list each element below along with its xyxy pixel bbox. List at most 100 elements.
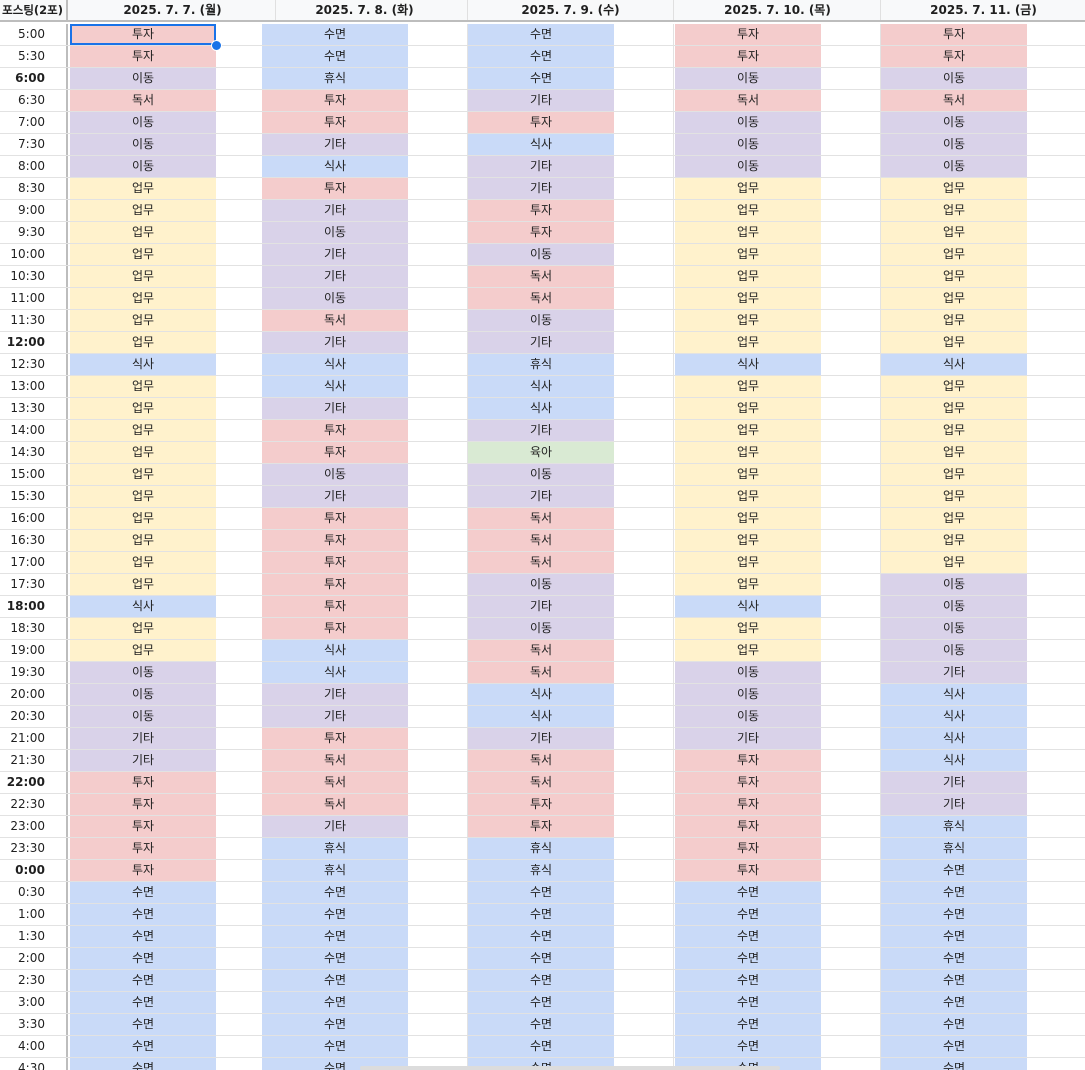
empty-cell[interactable] (821, 354, 881, 375)
empty-cell[interactable] (821, 706, 881, 727)
empty-cell[interactable] (1027, 1058, 1085, 1070)
activity-cell[interactable]: 식사 (468, 134, 614, 155)
activity-cell[interactable]: 식사 (262, 376, 408, 397)
empty-cell[interactable] (408, 1036, 468, 1057)
empty-cell[interactable] (821, 530, 881, 551)
empty-cell[interactable] (1027, 882, 1085, 903)
activity-cell[interactable]: 업무 (70, 266, 216, 287)
empty-cell[interactable] (408, 310, 468, 331)
activity-cell[interactable]: 이동 (675, 68, 821, 89)
activity-cell[interactable]: 독서 (468, 266, 614, 287)
empty-cell[interactable] (614, 442, 674, 463)
empty-cell[interactable] (408, 948, 468, 969)
activity-cell[interactable]: 투자 (675, 794, 821, 815)
empty-cell[interactable] (408, 816, 468, 837)
activity-cell[interactable]: 수면 (262, 926, 408, 947)
empty-cell[interactable] (614, 68, 674, 89)
day-header-2[interactable]: 2025. 7. 9. (수) (468, 0, 674, 20)
activity-cell[interactable]: 이동 (881, 618, 1027, 639)
empty-cell[interactable] (408, 178, 468, 199)
empty-cell[interactable] (1027, 376, 1085, 397)
empty-cell[interactable] (614, 508, 674, 529)
activity-cell[interactable]: 독서 (262, 772, 408, 793)
activity-cell[interactable]: 업무 (70, 398, 216, 419)
empty-cell[interactable] (1027, 838, 1085, 859)
time-slot-label[interactable]: 9:30 (0, 222, 68, 243)
activity-cell[interactable]: 이동 (675, 112, 821, 133)
empty-cell[interactable] (408, 1058, 468, 1070)
activity-cell[interactable]: 식사 (468, 376, 614, 397)
activity-cell[interactable]: 수면 (70, 882, 216, 903)
empty-cell[interactable] (1027, 1036, 1085, 1057)
time-slot-label[interactable]: 17:00 (0, 552, 68, 573)
activity-cell[interactable]: 수면 (70, 1058, 216, 1070)
activity-cell[interactable]: 기타 (262, 398, 408, 419)
empty-cell[interactable] (821, 794, 881, 815)
empty-cell[interactable] (408, 926, 468, 947)
time-slot-label[interactable]: 23:30 (0, 838, 68, 859)
empty-cell[interactable] (1027, 420, 1085, 441)
activity-cell[interactable]: 식사 (881, 354, 1027, 375)
empty-cell[interactable] (821, 178, 881, 199)
empty-cell[interactable] (1027, 618, 1085, 639)
empty-cell[interactable] (408, 90, 468, 111)
activity-cell[interactable]: 수면 (675, 904, 821, 925)
empty-cell[interactable] (1027, 596, 1085, 617)
time-slot-label[interactable]: 15:30 (0, 486, 68, 507)
time-slot-label[interactable]: 4:00 (0, 1036, 68, 1057)
empty-cell[interactable] (614, 46, 674, 67)
activity-cell[interactable]: 기타 (468, 156, 614, 177)
empty-cell[interactable] (408, 750, 468, 771)
activity-cell[interactable]: 식사 (70, 596, 216, 617)
empty-cell[interactable] (1027, 266, 1085, 287)
empty-cell[interactable] (614, 684, 674, 705)
empty-cell[interactable] (1027, 156, 1085, 177)
activity-cell[interactable]: 업무 (70, 332, 216, 353)
activity-cell[interactable]: 이동 (468, 244, 614, 265)
activity-cell[interactable]: 투자 (262, 574, 408, 595)
activity-cell[interactable]: 수면 (675, 926, 821, 947)
activity-cell[interactable]: 업무 (70, 552, 216, 573)
activity-cell[interactable]: 이동 (70, 684, 216, 705)
empty-cell[interactable] (1027, 508, 1085, 529)
activity-cell[interactable]: 식사 (262, 156, 408, 177)
activity-cell[interactable]: 기타 (262, 332, 408, 353)
empty-cell[interactable] (1027, 706, 1085, 727)
empty-cell[interactable] (408, 684, 468, 705)
activity-cell[interactable]: 수면 (468, 46, 614, 67)
activity-cell[interactable]: 투자 (468, 794, 614, 815)
activity-cell[interactable]: 식사 (468, 398, 614, 419)
activity-cell[interactable]: 업무 (675, 222, 821, 243)
activity-cell[interactable]: 이동 (70, 112, 216, 133)
empty-cell[interactable] (408, 596, 468, 617)
empty-cell[interactable] (408, 838, 468, 859)
empty-cell[interactable] (1027, 728, 1085, 749)
activity-cell[interactable]: 업무 (70, 508, 216, 529)
activity-cell[interactable]: 수면 (262, 992, 408, 1013)
empty-cell[interactable] (408, 530, 468, 551)
time-slot-label[interactable]: 5:00 (0, 24, 68, 45)
time-slot-label[interactable]: 10:30 (0, 266, 68, 287)
empty-cell[interactable] (1027, 332, 1085, 353)
activity-cell[interactable]: 투자 (70, 794, 216, 815)
activity-cell[interactable]: 휴식 (468, 860, 614, 881)
activity-cell[interactable]: 기타 (881, 772, 1027, 793)
empty-cell[interactable] (614, 706, 674, 727)
activity-cell[interactable]: 업무 (881, 288, 1027, 309)
activity-cell[interactable]: 수면 (881, 1014, 1027, 1035)
activity-cell[interactable]: 투자 (70, 838, 216, 859)
empty-cell[interactable] (408, 970, 468, 991)
empty-cell[interactable] (408, 860, 468, 881)
empty-cell[interactable] (1027, 244, 1085, 265)
activity-cell[interactable]: 업무 (675, 420, 821, 441)
day-header-3[interactable]: 2025. 7. 10. (목) (675, 0, 881, 20)
time-slot-label[interactable]: 16:30 (0, 530, 68, 551)
activity-cell[interactable]: 투자 (262, 530, 408, 551)
activity-cell[interactable]: 독서 (468, 772, 614, 793)
activity-cell[interactable]: 수면 (881, 882, 1027, 903)
empty-cell[interactable] (614, 772, 674, 793)
activity-cell[interactable]: 투자 (675, 24, 821, 45)
activity-cell[interactable]: 투자 (262, 178, 408, 199)
activity-cell[interactable]: 이동 (70, 156, 216, 177)
empty-cell[interactable] (821, 662, 881, 683)
